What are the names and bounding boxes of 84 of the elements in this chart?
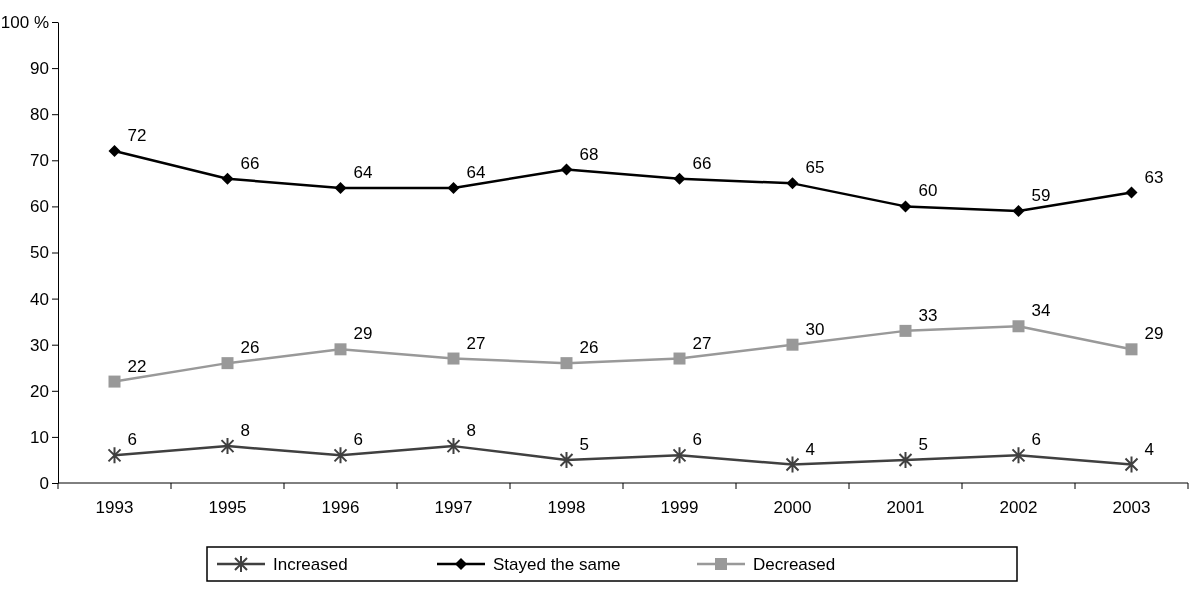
point: [786, 338, 799, 351]
point: [560, 163, 573, 176]
y-tick-label: 20: [30, 381, 49, 401]
point: [898, 450, 913, 469]
point: [333, 446, 348, 465]
data-label: 72: [127, 126, 147, 146]
point: [1011, 446, 1026, 465]
y-tick-label: 0: [39, 473, 49, 493]
point: [1124, 455, 1139, 474]
data-label: 6: [127, 430, 137, 450]
x-tick-label: 2001: [886, 498, 925, 517]
data-label: 26: [240, 338, 260, 358]
point: [673, 172, 686, 185]
x-tick-label: 2003: [1112, 498, 1151, 517]
point: [1012, 205, 1025, 218]
point: [559, 450, 574, 469]
point: [334, 343, 347, 356]
y-tick-label: 90: [30, 59, 49, 79]
data-label: 8: [466, 421, 476, 441]
point: [1125, 343, 1138, 356]
legend-label: Increased: [273, 555, 348, 574]
point: [107, 446, 122, 465]
data-label: 65: [805, 158, 825, 178]
data-label: 34: [1031, 301, 1051, 321]
point: [334, 181, 347, 194]
point: [786, 177, 799, 190]
data-label: 60: [918, 181, 938, 201]
data-label: 4: [1144, 439, 1154, 459]
x-tick-label: 1996: [321, 498, 360, 517]
point: [1012, 320, 1025, 333]
data-label: 64: [353, 162, 373, 182]
data-label: 68: [579, 144, 599, 164]
legend-label: Stayed the same: [493, 555, 621, 574]
data-label: 26: [579, 338, 599, 358]
data-label: 27: [466, 333, 486, 353]
y-tick-label: 30: [30, 335, 49, 355]
y-tick-label: 70: [30, 151, 49, 171]
point: [1125, 186, 1138, 199]
point: [220, 437, 235, 456]
x-tick-label: 2000: [773, 498, 812, 517]
point: [221, 357, 234, 370]
x-tick-label: 1998: [547, 498, 586, 517]
data-label: 29: [1144, 324, 1164, 344]
data-label: 4: [805, 439, 815, 459]
x-tick-label: 2002: [999, 498, 1038, 517]
y-tick-label: 40: [30, 289, 49, 309]
x-tick-label: 1993: [95, 498, 134, 517]
data-label: 66: [692, 153, 712, 173]
y-tick-label: 50: [30, 243, 49, 263]
data-label: 59: [1031, 186, 1051, 206]
y-tick-label: 60: [30, 197, 49, 217]
point: [672, 446, 687, 465]
data-label: 63: [1144, 167, 1164, 187]
data-label: 66: [240, 153, 260, 173]
data-label: 29: [353, 324, 373, 344]
data-label: 64: [466, 162, 486, 182]
data-label: 8: [240, 421, 250, 441]
data-label: 6: [353, 430, 363, 450]
point: [899, 324, 912, 337]
data-label: 30: [805, 319, 825, 339]
point: [221, 172, 234, 185]
point: [899, 200, 912, 213]
data-label: 5: [579, 434, 589, 454]
y-tick-label: 80: [30, 105, 49, 125]
point: [108, 375, 121, 388]
y-tick-label: 10: [30, 427, 49, 447]
data-label: 27: [692, 333, 712, 353]
data-label: 6: [692, 430, 702, 450]
legend-label: Decreased: [753, 555, 836, 574]
data-label: 6: [1031, 430, 1041, 450]
point: [673, 352, 686, 365]
x-tick-label: 1995: [208, 498, 247, 517]
point: [447, 181, 460, 194]
point: [447, 352, 460, 365]
x-tick-label: 1997: [434, 498, 473, 517]
data-label: 5: [918, 434, 928, 454]
point: [785, 455, 800, 474]
y-tick-label: 100 %: [0, 12, 49, 32]
point: [446, 437, 461, 456]
point: [560, 357, 573, 370]
x-tick-label: 1999: [660, 498, 699, 517]
point: [108, 145, 121, 158]
data-label: 33: [918, 305, 938, 325]
data-label: 22: [127, 356, 147, 376]
